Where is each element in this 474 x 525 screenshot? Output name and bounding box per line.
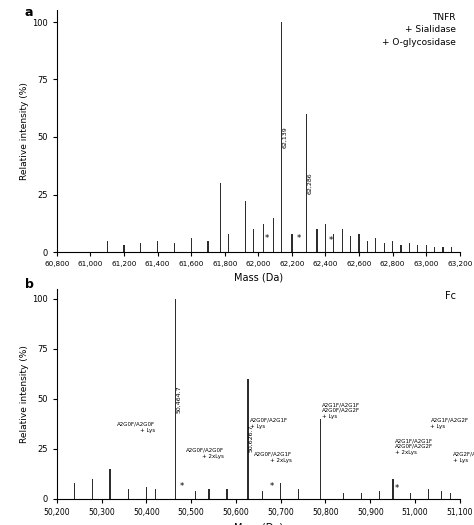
Text: *: *	[264, 234, 269, 243]
Bar	[273, 217, 274, 252]
Text: TNFR
+ Sialidase
+ O-glycosidase: TNFR + Sialidase + O-glycosidase	[382, 13, 456, 47]
Bar	[140, 243, 141, 252]
Text: b: b	[25, 278, 34, 291]
Bar	[409, 243, 410, 252]
Text: *: *	[297, 234, 301, 243]
Bar	[157, 240, 158, 252]
Y-axis label: Relative intensity (%): Relative intensity (%)	[20, 82, 29, 180]
Bar	[375, 238, 376, 252]
Text: a: a	[25, 6, 33, 19]
Text: A2G1F/A2G1F
A2G0F/A2G2F
+ Lys: A2G1F/A2G1F A2G0F/A2G2F + Lys	[322, 402, 361, 419]
Bar	[342, 229, 343, 252]
Text: 50,464.7: 50,464.7	[176, 385, 181, 413]
Text: *: *	[270, 482, 274, 491]
Bar	[410, 493, 411, 499]
Text: A2G0F/A2G0F
+ 2xLys: A2G0F/A2G0F + 2xLys	[186, 448, 224, 459]
Text: *: *	[328, 236, 333, 245]
Bar	[306, 114, 307, 252]
Bar	[227, 489, 228, 499]
Bar	[451, 247, 452, 252]
Text: A2G2F/A2G2F
+ Lys: A2G2F/A2G2F + Lys	[453, 452, 474, 463]
Bar	[109, 469, 110, 499]
Bar	[333, 234, 335, 252]
Y-axis label: Relative intensity (%): Relative intensity (%)	[20, 345, 29, 443]
Bar	[358, 234, 360, 252]
Text: *: *	[180, 482, 184, 491]
Bar	[442, 247, 444, 252]
Bar	[281, 22, 283, 252]
Bar	[253, 229, 254, 252]
Bar	[247, 379, 248, 499]
Bar	[207, 240, 209, 252]
Text: A2G1F/A2G2F
+ Lys: A2G1F/A2G2F + Lys	[430, 418, 469, 429]
Text: A2G1F/A2G1F
A2G0F/A2G2F
+ 2xLys: A2G1F/A2G1F A2G0F/A2G2F + 2xLys	[395, 438, 433, 455]
Bar	[379, 491, 380, 499]
Text: A2G0F/A2G1F
+ 2xLys: A2G0F/A2G1F + 2xLys	[254, 452, 292, 463]
Bar	[343, 493, 344, 499]
X-axis label: Mass (Da): Mass (Da)	[234, 522, 283, 525]
Text: A2G0F/A2G1F
+ Lys: A2G0F/A2G1F + Lys	[250, 418, 288, 429]
Bar	[392, 479, 393, 499]
Text: *: *	[395, 484, 399, 493]
Bar	[195, 491, 196, 499]
Bar	[262, 491, 264, 499]
Bar	[320, 419, 321, 499]
Bar	[428, 489, 429, 499]
X-axis label: Mass (Da): Mass (Da)	[234, 272, 283, 282]
Bar	[174, 243, 175, 252]
Bar	[228, 234, 229, 252]
Bar	[298, 489, 299, 499]
Bar	[317, 229, 318, 252]
Bar	[361, 493, 362, 499]
Text: 62,139: 62,139	[283, 126, 287, 148]
Bar	[191, 238, 192, 252]
Text: 50,626.7: 50,626.7	[249, 425, 254, 453]
Bar	[263, 224, 264, 252]
Bar	[220, 183, 221, 252]
Bar	[245, 202, 246, 252]
Bar	[426, 245, 427, 252]
Bar	[123, 245, 125, 252]
Bar	[92, 479, 93, 499]
Bar	[175, 299, 176, 499]
Bar	[434, 247, 435, 252]
Text: A2G0F/A2G0F
+ Lys: A2G0F/A2G0F + Lys	[117, 422, 155, 433]
Bar	[107, 240, 108, 252]
Bar	[209, 489, 210, 499]
Bar	[155, 489, 156, 499]
Bar	[441, 491, 442, 499]
Text: Fc: Fc	[445, 291, 456, 301]
Bar	[325, 224, 326, 252]
Bar	[146, 487, 147, 499]
Bar	[417, 245, 419, 252]
Bar	[392, 240, 393, 252]
Bar	[367, 240, 368, 252]
Bar	[74, 483, 75, 499]
Bar	[383, 243, 385, 252]
Bar	[350, 236, 351, 252]
Bar	[280, 483, 281, 499]
Text: 62,286: 62,286	[307, 172, 312, 194]
Bar	[450, 493, 451, 499]
Bar	[128, 489, 129, 499]
